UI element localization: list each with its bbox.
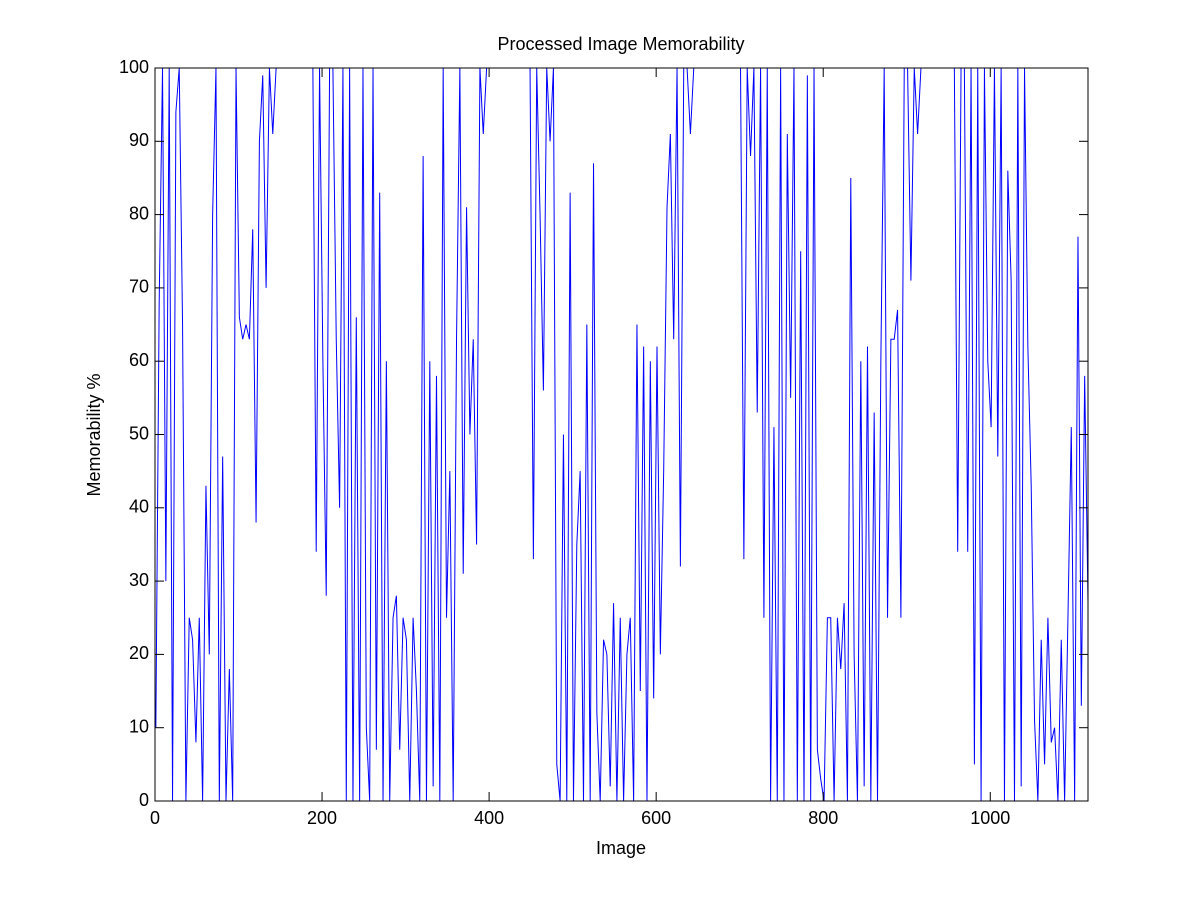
y-tick-label: 10 [129, 716, 149, 736]
x-tick-label: 1000 [970, 808, 1010, 828]
y-tick-label: 70 [129, 277, 149, 297]
y-tick-label: 50 [129, 423, 149, 443]
x-tick-label: 0 [150, 808, 160, 828]
chart-title: Processed Image Memorability [497, 34, 744, 54]
y-tick-label: 80 [129, 203, 149, 223]
y-tick-label: 0 [139, 790, 149, 810]
x-tick-label: 800 [808, 808, 838, 828]
y-tick-label: 20 [129, 643, 149, 663]
y-tick-label: 90 [129, 130, 149, 150]
y-tick-label: 60 [129, 350, 149, 370]
y-tick-label: 30 [129, 570, 149, 590]
x-tick-label: 400 [474, 808, 504, 828]
x-tick-label: 600 [641, 808, 671, 828]
y-axis-label: Memorability % [84, 373, 104, 496]
x-tick-label: 200 [307, 808, 337, 828]
x-axis-label: Image [596, 838, 646, 858]
y-tick-label: 100 [119, 57, 149, 77]
y-tick-label: 40 [129, 497, 149, 517]
